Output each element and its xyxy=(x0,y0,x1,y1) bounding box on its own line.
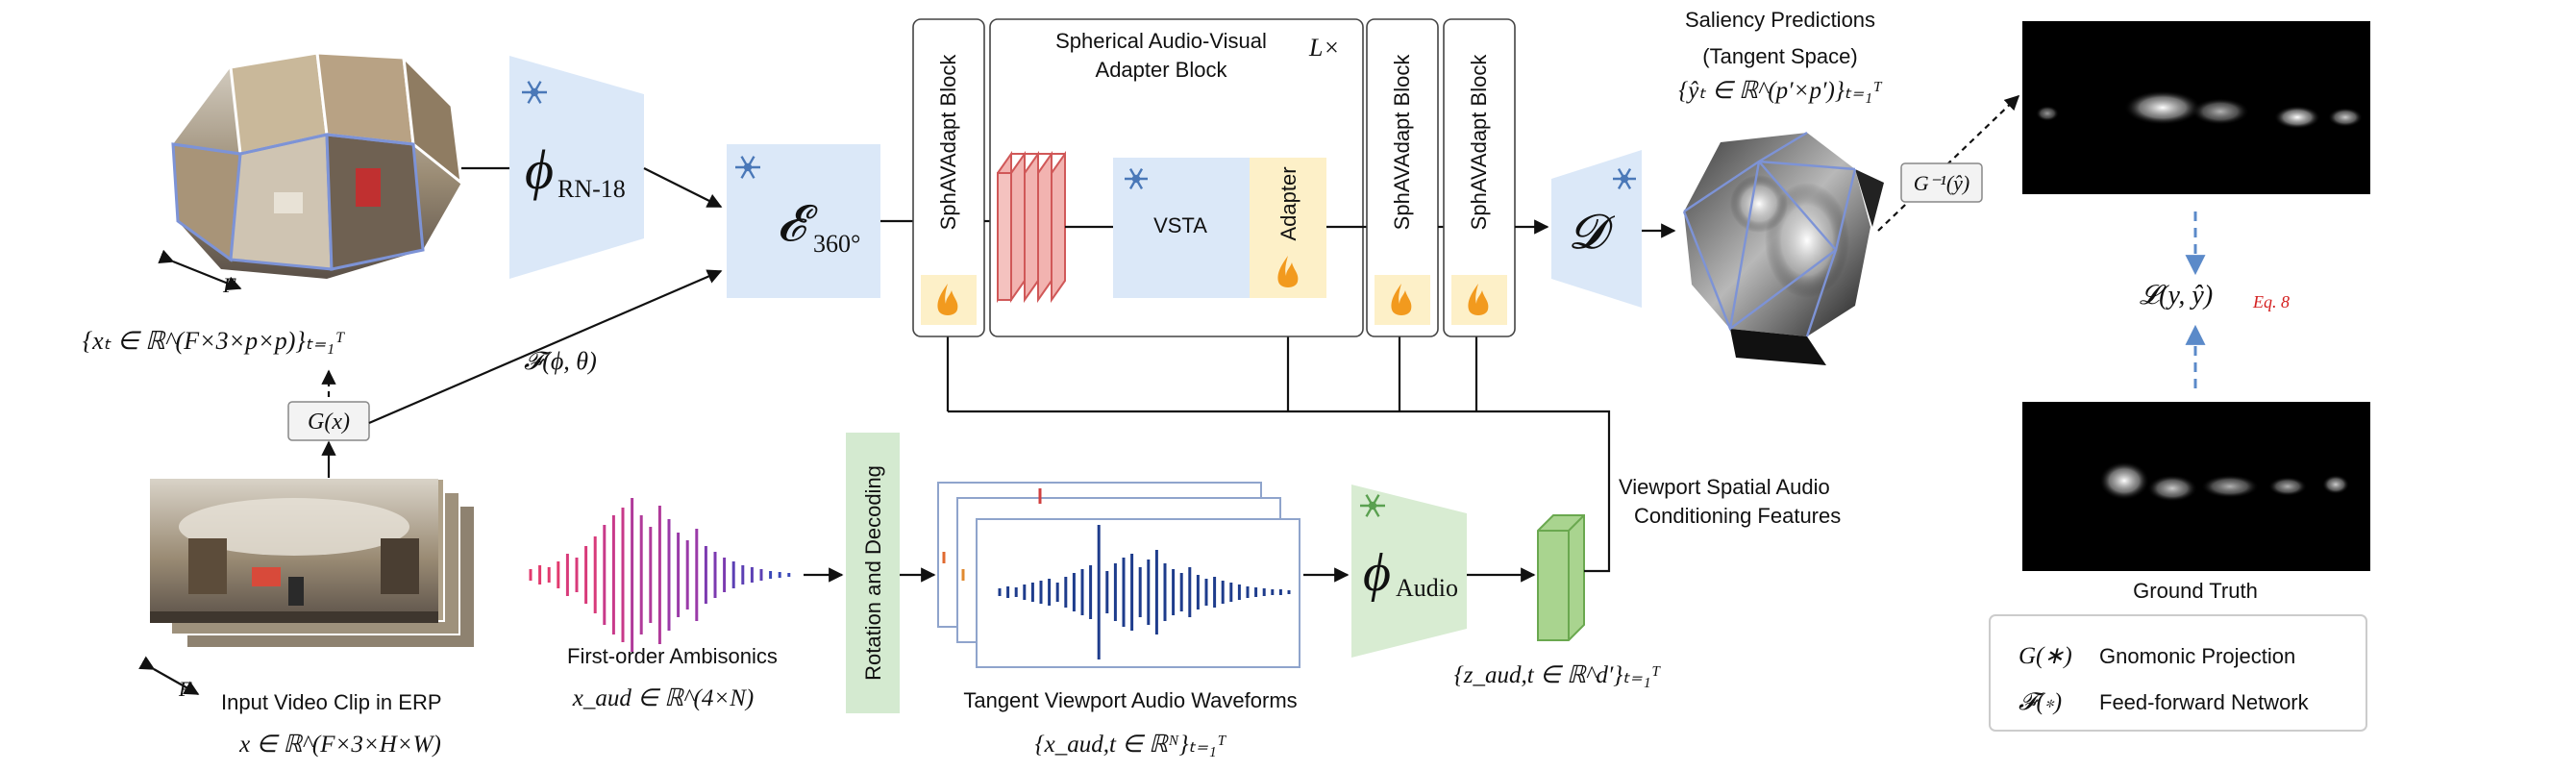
tangent-waveform-label: Tangent Viewport Audio Waveforms xyxy=(963,688,1297,712)
snowflake-icon xyxy=(735,156,760,179)
patch-set-math: {xₜ ∈ ℝ^(F×3×p×p)}ₜ₌₁ᵀ xyxy=(83,327,345,355)
audio-subscript: Audio xyxy=(1396,574,1458,602)
legend-g-symbol: G(∗) xyxy=(2019,643,2072,669)
frames-double-arrow xyxy=(158,249,242,291)
encoder-subscript: 360° xyxy=(813,230,860,258)
legend-box xyxy=(1989,614,2367,732)
tangent-waveform-math: {x_aud,t ∈ ℝᴺ}ₜ₌₁ᵀ xyxy=(1035,732,1227,758)
ff-to-encoder-arrow xyxy=(368,269,723,425)
repeat-label: L× xyxy=(1308,34,1340,62)
snowflake-icon xyxy=(522,81,547,104)
ambisonics-label: First-order Ambisonics xyxy=(567,644,778,668)
spherical-encoder-box xyxy=(727,144,880,298)
snowflake-icon xyxy=(1125,168,1148,189)
legend-f-symbol: 𝓕(∗) xyxy=(2019,689,2062,715)
input-frames-double-arrow xyxy=(138,656,200,695)
audio-phi-symbol: ϕ xyxy=(1363,543,1391,603)
rotation-decoding-label: Rotation and Decoding xyxy=(861,465,885,681)
saliency-math: {ŷₜ ∈ ℝ^(p′×p′)}ₜ₌₁ᵀ xyxy=(1678,78,1883,104)
ambisonics-waveform xyxy=(529,498,791,652)
adapter-label: Adapter xyxy=(1276,166,1300,240)
sphavadapt-block-2 xyxy=(1366,18,1439,337)
conditioning-feedback-line xyxy=(948,410,1611,573)
ground-truth-label: Ground Truth xyxy=(2133,579,2258,603)
rn18-phi-symbol: ϕ xyxy=(525,138,554,201)
loss-eq-ref: Eq. 8 xyxy=(2252,292,2290,311)
gnomonic-box xyxy=(287,401,370,441)
frames-f-label: F xyxy=(222,273,236,297)
saliency-polyhedron xyxy=(1682,131,1884,365)
flame-icon xyxy=(937,284,958,315)
rotation-decoding-block xyxy=(846,433,900,713)
input-clip-label: Input Video Clip in ERP xyxy=(221,690,442,714)
gnomonic-box-label: G(x) xyxy=(308,410,350,435)
snowflake-icon xyxy=(1360,494,1385,517)
rn18-encoder xyxy=(509,56,644,279)
audio-feature-slab xyxy=(1537,514,1585,641)
saliency-title-2: (Tangent Space) xyxy=(1702,44,1857,68)
input-frames-f-label: F xyxy=(178,677,192,701)
ff-label: 𝓕(ϕ, θ) xyxy=(524,347,597,375)
flame-icon xyxy=(1277,256,1299,287)
audio-encoder xyxy=(1351,485,1467,658)
rn18-subscript: RN-18 xyxy=(557,175,626,203)
sphavadapt-block-3-label: SphAVAdapt Block xyxy=(1467,54,1491,231)
sphavadapt-block-2-label: SphAVAdapt Block xyxy=(1390,54,1414,231)
waveform-card-front xyxy=(976,518,1300,668)
legend-g-text: Gnomonic Projection xyxy=(2099,644,2295,668)
input-video-stack xyxy=(150,478,476,649)
sphavadapt-block-3 xyxy=(1443,18,1516,337)
adapter-block-title-2: Adapter Block xyxy=(1096,58,1228,82)
decoder xyxy=(1551,150,1642,308)
viewport-features-label-2: Conditioning Features xyxy=(1634,504,1841,528)
inverse-gnomonic-label: G⁻¹(ŷ) xyxy=(1914,171,1970,195)
flame-icon xyxy=(1391,284,1412,315)
sphavadapt-block-1-label: SphAVAdapt Block xyxy=(936,54,960,231)
rn18-to-encoder-arrow xyxy=(643,167,723,208)
sphavadapt-block-1 xyxy=(912,18,985,337)
snowflake-icon xyxy=(1613,168,1636,189)
loss-math: 𝓛(y, ŷ) xyxy=(2140,281,2213,311)
tangent-patches-image xyxy=(171,51,463,279)
flame-icon xyxy=(1468,284,1489,315)
ambisonics-math: x_aud ∈ ℝ^(4×N) xyxy=(572,685,754,711)
input-clip-math: x ∈ ℝ^(F×3×H×W) xyxy=(238,732,441,758)
saliency-title-1: Saliency Predictions xyxy=(1685,8,1875,32)
vsta-label: VSTA xyxy=(1153,213,1207,237)
adapter-block-title-1: Spherical Audio-Visual xyxy=(1055,29,1267,53)
inverse-gnomonic-box xyxy=(1900,162,1983,203)
viewport-features-label-1: Viewport Spatial Audio xyxy=(1619,475,1830,499)
legend-f-text: Feed-forward Network xyxy=(2099,690,2310,714)
audio-feature-math: {z_aud,t ∈ ℝ^d′}ₜ₌₁ᵀ xyxy=(1454,662,1662,688)
feature-stack xyxy=(997,150,1066,304)
tangent-waveform xyxy=(998,525,1291,659)
